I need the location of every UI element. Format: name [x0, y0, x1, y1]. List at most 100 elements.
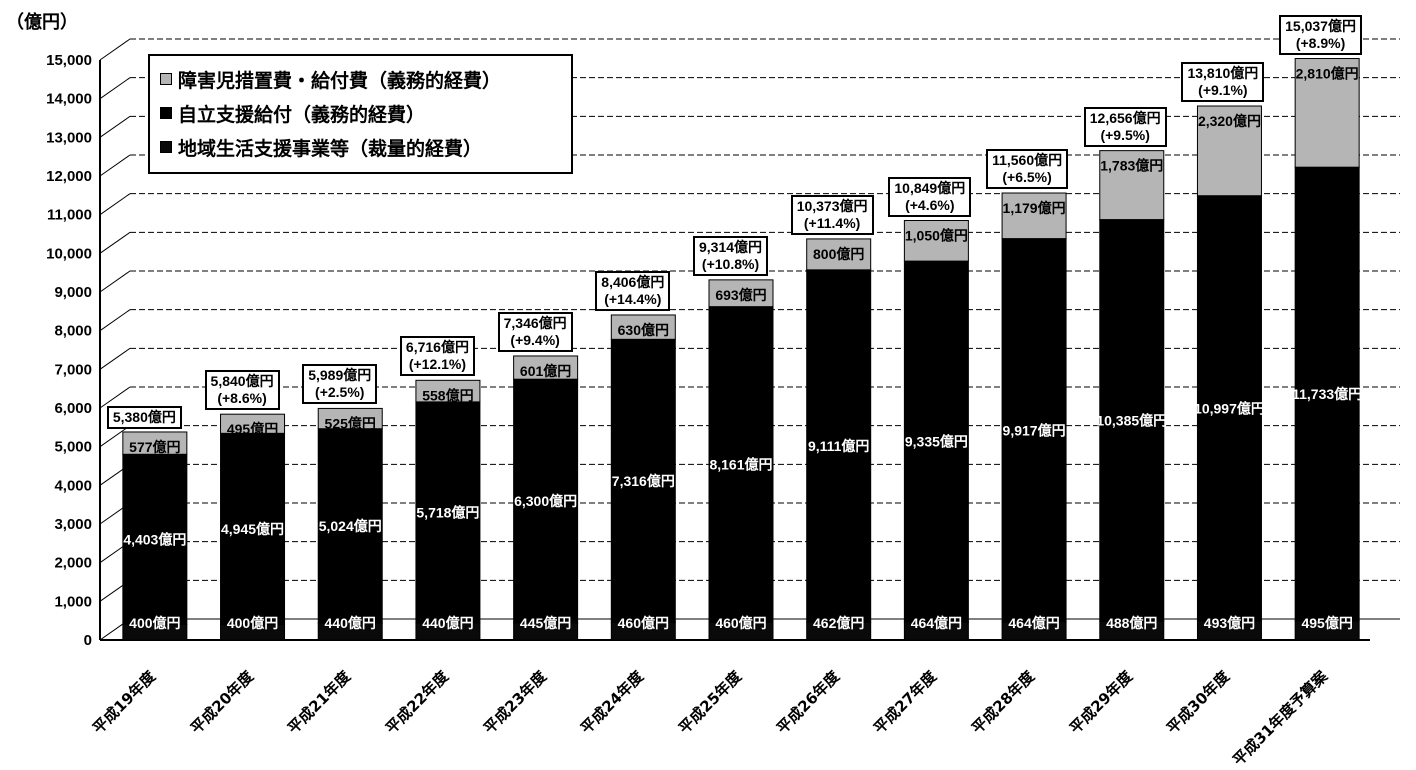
bar-segment [903, 260, 969, 623]
data-label-children: 577億円 [129, 439, 180, 455]
data-label-benefits: 4,945億円 [221, 521, 284, 537]
data-label-children: 1,179億円 [1003, 200, 1066, 216]
legend-swatch-community [160, 141, 172, 153]
y-tick-label: 7,000 [54, 361, 92, 378]
data-label-children: 1,783億円 [1100, 158, 1163, 174]
y-tick-label: 1,000 [54, 593, 92, 610]
grid-diagonal [99, 77, 131, 100]
y-tick-label: 8,000 [54, 323, 92, 340]
bar-segment [1294, 166, 1360, 622]
data-label-community: 462億円 [813, 615, 864, 631]
total-change: (+8.6%) [217, 390, 267, 407]
bar-segment [513, 355, 579, 380]
data-label-children: 800億円 [813, 246, 864, 262]
bar-segment [220, 432, 286, 626]
legend-label-children: 障害児措置費・給付費（義務的経費） [178, 69, 502, 92]
data-label-community: 400億円 [129, 615, 180, 631]
data-label-benefits: 10,997億円 [1194, 400, 1265, 416]
y-tick-label: 2,000 [54, 555, 92, 572]
total-change: (+14.4%) [604, 290, 662, 307]
data-label-community: 488億円 [1106, 615, 1157, 631]
bar-segment [610, 338, 676, 623]
data-label-benefits: 6,300億円 [514, 493, 577, 509]
total-value: 11,560億円 [992, 152, 1063, 168]
grid-diagonal [99, 193, 131, 216]
bar-segment [220, 413, 286, 434]
data-label-benefits: 5,718億円 [416, 504, 479, 520]
grid-diagonal [99, 270, 131, 293]
total-value: 5,840億円 [210, 373, 274, 390]
total-label: 5,840億円 (+8.6%) [204, 370, 280, 411]
total-change: (+9.1%) [1198, 82, 1248, 98]
y-tick-label: 4,000 [54, 477, 92, 494]
legend-item-community: 地域生活支援事業等（裁量的経費） [160, 130, 561, 164]
chart-legend: 障害児措置費・給付費（義務的経費） 自立支援給付（義務的経費） 地域生活支援事業… [148, 54, 573, 174]
data-label-children: 601億円 [520, 363, 571, 379]
bar-segment [317, 428, 383, 624]
y-tick-label: 5,000 [54, 439, 92, 456]
bar-segment [1001, 238, 1067, 623]
data-label-community: 493億円 [1204, 615, 1255, 631]
y-tick-label: 15,000 [46, 52, 92, 69]
bar-segment [1001, 192, 1067, 240]
data-label-community: 400億円 [227, 615, 278, 631]
total-change: (+10.8%) [701, 255, 760, 272]
y-tick-label: 12,000 [46, 168, 92, 185]
total-change: (+6.5%) [1002, 169, 1052, 185]
bar-segment [903, 220, 969, 262]
total-label: 13,810億円 (+9.1%) [1181, 62, 1265, 102]
y-tick-label: 14,000 [46, 91, 92, 108]
bar-segment [1196, 195, 1262, 622]
data-label-benefits: 4,403億円 [123, 531, 186, 547]
data-label-community: 440億円 [325, 615, 376, 631]
data-label-community: 460億円 [715, 615, 766, 631]
grid-diagonal [99, 154, 131, 177]
data-label-benefits: 11,733億円 [1292, 386, 1362, 402]
grid-diagonal [99, 115, 131, 138]
bar-segment [415, 401, 481, 624]
data-label-community: 464億円 [1008, 615, 1059, 631]
data-label-benefits: 8,161億円 [709, 456, 772, 472]
data-label-benefits: 9,111億円 [808, 438, 870, 454]
total-value: 7,346億円 [503, 314, 567, 331]
y-tick-label: 0 [84, 632, 92, 649]
total-label: 6,716億円 (+12.1%) [399, 336, 475, 377]
legend-item-benefits: 自立支援給付（義務的経費） [160, 96, 561, 130]
data-label-children: 1,050億円 [905, 228, 968, 244]
total-change: (+8.9%) [1295, 34, 1346, 51]
total-change: (+11.4%) [803, 214, 861, 231]
data-label-children: 2,320億円 [1198, 113, 1261, 129]
y-tick-label: 9,000 [54, 284, 92, 301]
bar-segment [317, 407, 383, 430]
total-change: (+12.1%) [408, 356, 467, 373]
data-label-community: 445億円 [520, 615, 571, 631]
total-label: 10,373億円 (+11.4%) [790, 194, 874, 235]
y-tick-label: 6,000 [54, 400, 92, 417]
total-label: 11,560億円 (+6.5%) [986, 149, 1069, 189]
total-label: 10,849億円 (+4.6%) [888, 176, 972, 217]
grid-diagonal [99, 309, 131, 332]
data-label-benefits: 10,385億円 [1096, 412, 1167, 428]
data-label-benefits: 9,917億円 [1003, 422, 1066, 438]
data-label-community: 495億円 [1301, 615, 1352, 631]
total-value: 10,373億円 [796, 197, 868, 214]
total-value: 10,849億円 [894, 179, 966, 196]
total-value: 8,406億円 [601, 273, 665, 290]
total-label: 9,314億円 (+10.8%) [693, 235, 769, 276]
grid-diagonal [99, 38, 131, 61]
data-label-community: 440億円 [422, 615, 473, 631]
total-label: 8,406億円 (+14.4%) [595, 270, 671, 311]
y-axis-unit-label: （億円） [6, 12, 78, 33]
total-value: 9,314億円 [699, 238, 763, 255]
grid-diagonal [99, 425, 131, 448]
bar-segment [1099, 219, 1165, 622]
bar-segment [708, 306, 774, 623]
total-label: 15,037億円 (+8.9%) [1279, 14, 1362, 55]
y-tick-label: 13,000 [46, 129, 92, 146]
data-label-children: 558億円 [422, 387, 473, 403]
total-value: 12,656億円 [1089, 109, 1161, 126]
bar-segment [1196, 105, 1262, 197]
data-label-community: 464億円 [911, 615, 962, 631]
total-label: 5,989億円 (+2.5%) [302, 364, 378, 405]
